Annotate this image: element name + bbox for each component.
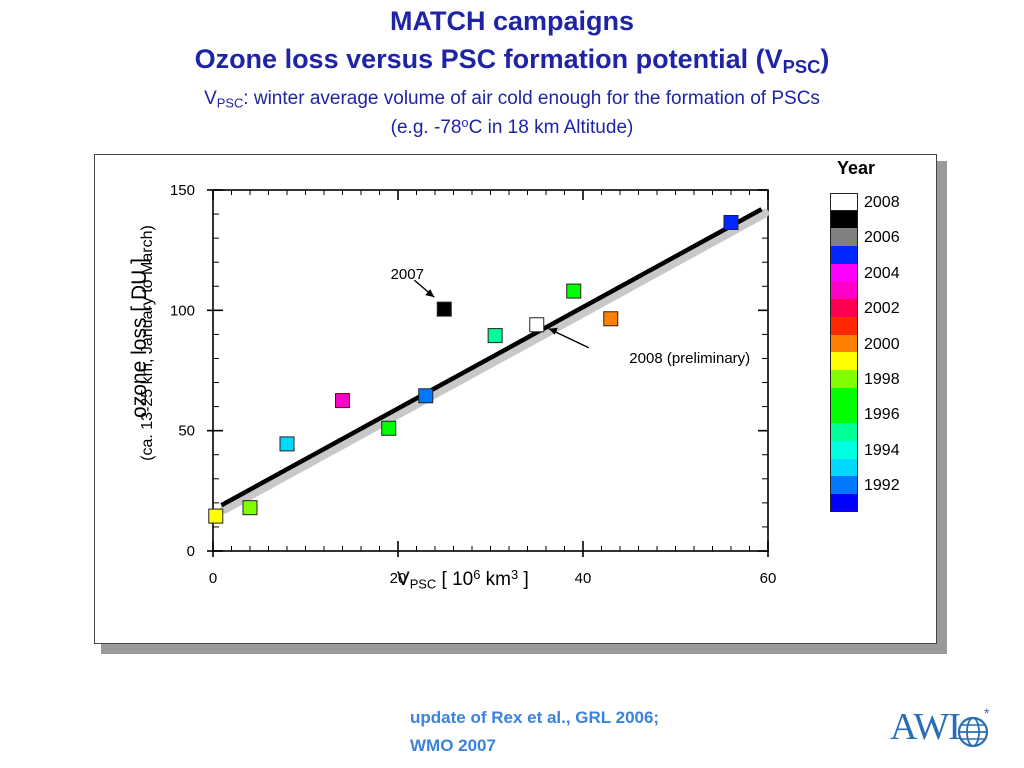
x-label-exponent-3: 3 xyxy=(511,567,519,582)
logo-star: * xyxy=(984,708,990,721)
fit-line xyxy=(220,207,763,508)
legend-label: 2002 xyxy=(864,300,900,318)
legend-swatch xyxy=(830,352,858,371)
example-unit: C in 18 km Altitude) xyxy=(468,116,634,138)
data-point-1998 xyxy=(487,328,503,344)
legend-label: 2000 xyxy=(864,335,900,353)
citation-line-2: WMO 2007 xyxy=(410,736,496,755)
y-tick-label: 0 xyxy=(187,543,195,560)
x-label-km: km xyxy=(480,568,512,590)
data-point-1997 xyxy=(418,388,434,404)
data-point-2008 xyxy=(529,317,545,333)
fit-line-shadow xyxy=(219,208,770,514)
x-label-subscript: PSC xyxy=(409,576,437,592)
data-point-2000 xyxy=(603,311,619,327)
legend-label: 2008 xyxy=(864,194,900,211)
annotation-2007: 2007 xyxy=(391,266,424,283)
data-point-1995 xyxy=(335,393,350,409)
annotation-2008-arrowhead xyxy=(548,327,558,335)
legend-swatch xyxy=(830,263,858,282)
x-label-exponent-6: 6 xyxy=(473,567,481,582)
legend-swatch xyxy=(830,423,858,442)
legend-swatch xyxy=(830,405,858,424)
legend-label: 2006 xyxy=(864,229,900,247)
legend-swatch xyxy=(830,370,858,389)
legend-swatch xyxy=(830,246,858,265)
subtitle-close: ) xyxy=(820,44,830,74)
annotation-2008: 2008 (preliminary) xyxy=(629,350,750,367)
legend-swatch xyxy=(830,228,858,247)
definition-v: V xyxy=(204,88,217,109)
data-point-1999 xyxy=(566,283,582,299)
x-label-v: V xyxy=(397,568,410,590)
legend-swatch xyxy=(830,440,858,459)
data-point-1992 xyxy=(208,508,224,524)
legend-swatch xyxy=(830,387,858,406)
awi-globe-icon: * xyxy=(957,708,990,748)
awi-logo: AWI xyxy=(890,706,961,748)
legend-label: 1992 xyxy=(864,477,900,495)
subtitle-text: Ozone loss versus PSC formation potentia… xyxy=(194,44,783,74)
legend-swatch xyxy=(830,476,858,495)
y-axis-sublabel: (ca. 13-25 km, January to March) xyxy=(139,225,156,461)
x-label-unit-close: ] xyxy=(518,568,529,590)
legend-title: Year xyxy=(837,158,876,178)
vpsc-definition: VPSC: winter average volume of air cold … xyxy=(0,88,1024,111)
legend-swatch xyxy=(830,334,858,353)
vpsc-example: (e.g. -78oC in 18 km Altitude) xyxy=(0,115,1024,139)
y-tick-label: 50 xyxy=(178,423,195,440)
annotation-2007-arrowhead xyxy=(425,289,435,298)
legend-swatch xyxy=(830,493,858,513)
data-point-1996 xyxy=(381,420,397,436)
legend-swatch xyxy=(830,281,858,300)
x-tick-label: 20 xyxy=(390,570,407,587)
definition-text: : winter average volume of air cold enou… xyxy=(243,88,820,109)
subtitle-subscript: PSC xyxy=(782,56,821,78)
x-tick-label: 60 xyxy=(760,570,777,587)
degree-superscript: o xyxy=(461,115,469,130)
y-tick-label: 100 xyxy=(170,302,195,319)
data-point-1994 xyxy=(279,436,295,452)
legend-swatch xyxy=(830,210,858,229)
citation-line-1: update of Rex et al., GRL 2006; xyxy=(410,708,660,727)
data-point-2007 xyxy=(436,301,452,317)
page-subtitle: Ozone loss versus PSC formation potentia… xyxy=(0,44,1024,78)
x-axis-label: VPSC [ 106 km3 ] xyxy=(397,567,529,591)
legend-label: 1994 xyxy=(864,441,900,459)
legend-swatch xyxy=(830,458,858,477)
data-point-1993 xyxy=(242,500,258,516)
legend-label: 1996 xyxy=(864,406,900,424)
data-point-2001 xyxy=(723,214,739,230)
y-tick-label: 150 xyxy=(170,182,195,199)
x-tick-label: 0 xyxy=(209,570,217,587)
example-text: (e.g. -78 xyxy=(390,116,462,138)
x-tick-label: 40 xyxy=(575,570,592,587)
legend-swatch xyxy=(830,193,858,212)
x-label-unit-open: [ 10 xyxy=(436,568,474,590)
legend-swatch xyxy=(830,299,858,318)
legend-label: 1998 xyxy=(864,371,900,388)
legend-label: 2004 xyxy=(864,264,900,282)
chart-panel xyxy=(94,154,937,644)
plot-area xyxy=(212,189,769,552)
legend-swatch xyxy=(830,316,858,336)
page-title: MATCH campaigns xyxy=(389,6,635,36)
definition-subscript: PSC xyxy=(216,95,244,111)
